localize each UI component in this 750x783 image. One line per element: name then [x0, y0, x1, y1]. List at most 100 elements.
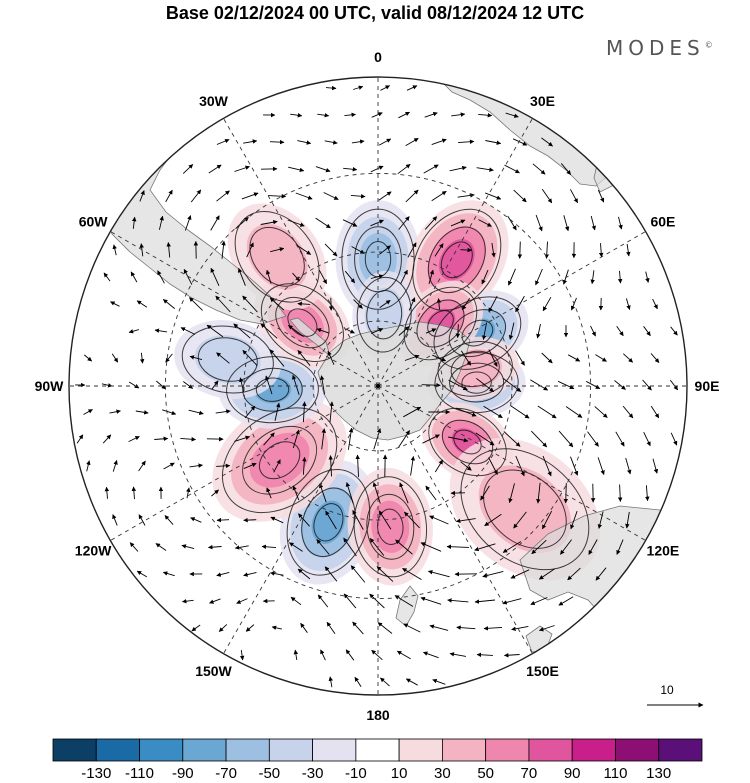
wind-vector-arrow-277: [425, 485, 437, 501]
wind-vector-arrow-89: [379, 245, 391, 255]
wind-vector-arrow-61: [158, 215, 164, 230]
wind-vector-arrow-198: [614, 380, 626, 390]
reference-vector-label: 10: [660, 683, 674, 697]
wind-vector-arrow-12: [478, 113, 493, 118]
wind-vector-arrow-18: [324, 140, 338, 145]
wind-vector-arrow-158: [616, 325, 624, 337]
wind-vector-arrow-264: [625, 457, 632, 475]
wind-vector-arrow-79: [112, 244, 117, 256]
wind-vector-arrow-39: [504, 164, 520, 174]
wind-vector-arrow-227: [234, 435, 251, 442]
wind-vector-arrow-293: [298, 513, 310, 527]
wind-vector-arrow-220: [650, 405, 660, 419]
wind-vector-arrow-350: [369, 593, 385, 609]
colorbar-tick-label: 70: [521, 765, 538, 782]
contour-3-1: [416, 299, 465, 348]
wind-vector-arrow-347: [290, 596, 302, 606]
wind-vector-arrow-266: [104, 486, 110, 499]
wind-vector-arrow-128: [353, 299, 363, 309]
wind-vector-arrow-25: [512, 138, 528, 146]
wind-vector-arrow-224: [154, 436, 169, 442]
contour-4-1: [449, 362, 505, 403]
wind-vector-arrow-320: [502, 541, 522, 553]
wind-vector-arrow-221: [76, 434, 84, 444]
longitude-label: 30W: [199, 93, 229, 109]
wind-vector-arrow-250: [243, 462, 257, 470]
wind-vector-arrow-179: [622, 353, 634, 363]
longitude-label: 90E: [695, 378, 720, 394]
wind-vector-arrow-122: [189, 297, 203, 311]
anomaly-cell-11-level-1: [246, 223, 308, 290]
wind-vector-arrow-46: [241, 192, 259, 200]
contour-3-2: [427, 310, 454, 337]
wind-vector-arrow-8: [371, 112, 383, 118]
wind-vector-arrow-34: [370, 165, 384, 173]
wind-vector-arrow-145: [260, 323, 278, 339]
wind-vector-arrow-308: [181, 544, 195, 550]
wind-vector-arrow-228: [263, 432, 275, 446]
wind-vector-arrow-161: [84, 354, 93, 362]
contour-7-2: [377, 508, 404, 545]
wind-vector-arrow-291: [243, 517, 257, 523]
wind-vector-arrow-302: [542, 510, 552, 530]
wind-vector-arrow-193: [476, 377, 495, 393]
wind-vector-arrow-269: [186, 487, 191, 499]
wind-vector-arrow-97: [598, 243, 604, 258]
wind-vector-arrow-45: [216, 190, 230, 202]
contour-12-1: [366, 290, 403, 340]
wind-vector-arrow-33: [343, 167, 358, 172]
wind-vector-arrow-43: [165, 189, 173, 203]
wind-vector-arrow-311: [261, 544, 277, 549]
wind-vector-arrow-282: [563, 483, 569, 504]
wind-vector-arrow-358: [191, 624, 201, 632]
wind-vector-arrow-57: [541, 188, 553, 204]
longitude-label: 0: [374, 49, 382, 65]
meridian-30: [377, 118, 533, 387]
wind-vector-arrow-379: [449, 652, 467, 657]
wind-vector-arrow-176: [541, 352, 553, 364]
wind-vector-arrow-236: [475, 432, 495, 446]
wind-vector-arrow-135: [542, 296, 552, 312]
wind-vector-arrow-303: [570, 510, 578, 530]
wind-vector-arrow-47: [268, 193, 287, 199]
wind-vector-arrow-280: [508, 483, 515, 504]
wind-vector-arrow-105: [265, 269, 272, 284]
wind-vector-arrow-94: [517, 241, 523, 259]
wind-vector-arrow-260: [515, 455, 525, 477]
wind-vector-arrow-336: [427, 570, 450, 578]
wind-vector-arrow-87: [324, 243, 338, 257]
contour-12-0: [356, 276, 412, 353]
wind-vector-arrow-32: [315, 166, 331, 173]
wind-vector-arrow-256: [410, 455, 416, 476]
wind-vector-arrow-301: [513, 511, 527, 529]
wind-vector-arrow-239: [558, 430, 574, 448]
wind-vector-arrow-189: [291, 374, 300, 395]
wind-vector-arrow-343: [181, 598, 194, 604]
wind-vector-arrow-335: [402, 568, 422, 580]
wind-vector-arrow-20: [378, 138, 392, 146]
wind-vector-arrow-40: [532, 163, 546, 175]
wind-vector-arrow-124: [242, 295, 258, 313]
longitude-label: 150E: [526, 663, 559, 679]
longitude-labels: 0 30E 60E 90E 120E 150E 180 150W 120W 90W 60W 30W: [35, 49, 720, 723]
wind-vector-arrow-28: [208, 164, 222, 174]
wind-vector-arrow-104: [237, 267, 246, 286]
longitude-label: 180: [366, 707, 390, 723]
latitude-circle-30: [164, 172, 592, 600]
wind-vector-arrow-372: [239, 650, 245, 661]
wind-vector-arrow-29: [234, 165, 250, 172]
wind-vector-arrow-119: [110, 301, 120, 307]
contour-10-0: [260, 283, 344, 362]
wind-vector-arrow-192: [448, 379, 468, 391]
wind-vector-arrow-318: [446, 544, 470, 549]
longitude-label: 90W: [35, 378, 65, 394]
wind-vector-arrow-348: [317, 594, 329, 608]
longitude-label: 60W: [79, 214, 109, 230]
colorbar-tick-label: 30: [434, 765, 451, 782]
wind-vector-arrow-208: [274, 402, 281, 421]
wind-vector-arrow-323: [588, 539, 598, 555]
meridian-330: [223, 118, 379, 387]
wind-vector-arrow-209: [302, 401, 307, 423]
wind-vector-arrow-332: [324, 566, 338, 582]
wind-vector-arrow-131: [436, 298, 442, 310]
